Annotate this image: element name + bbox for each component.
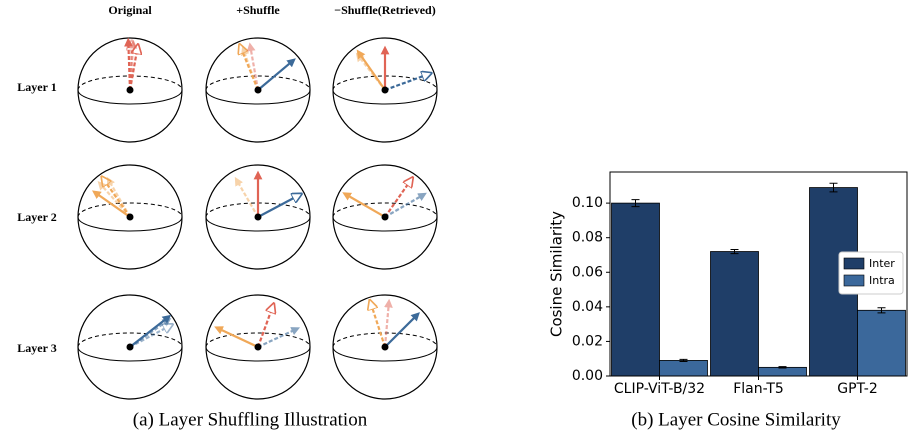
arrow (371, 304, 385, 347)
column-header: +Shuffle (236, 3, 280, 17)
caption: (b) Layer Cosine Similarity (631, 409, 841, 430)
origin-dot (255, 214, 262, 221)
caption: (a) Layer Shuffling Illustration (133, 409, 368, 430)
arrow (258, 61, 292, 90)
bar (711, 252, 759, 376)
column-header: −Shuffle(Retrieved) (334, 3, 435, 17)
arrow (258, 196, 298, 217)
origin-dot (382, 344, 389, 351)
x-tick-label: Flan-T5 (733, 381, 784, 397)
legend-label: Intra (869, 274, 895, 287)
y-tick-label: 0.00 (572, 368, 603, 384)
y-tick-label: 0.08 (572, 230, 603, 246)
arrow (130, 326, 169, 347)
sphere-grid (78, 38, 437, 399)
bar-chart: 0.00 0.02 0.04 0.06 0.08 0.10 Cosine Similarit… (548, 172, 908, 397)
origin-dot (382, 214, 389, 221)
row-label: Layer 3 (17, 341, 56, 355)
y-tick-label: 0.10 (572, 195, 603, 211)
bar (858, 310, 906, 376)
figure: Original +Shuffle −Shuffle(Retrieved) La… (0, 0, 919, 437)
row-label: Layer 1 (17, 80, 56, 94)
arrow (250, 47, 258, 90)
arrow (237, 181, 258, 217)
legend-swatch (844, 275, 864, 286)
origin-dot (127, 87, 134, 94)
legend-label: Inter (869, 257, 895, 270)
y-axis-label: Cosine Similarity (548, 211, 566, 337)
column-header: Original (108, 3, 152, 17)
arrow (359, 56, 385, 90)
bar (759, 367, 807, 376)
origin-dot (255, 344, 262, 351)
arrow (385, 181, 410, 217)
arrow (385, 195, 423, 217)
arrow (385, 315, 417, 347)
origin-dot (127, 214, 134, 221)
arrow (258, 329, 296, 347)
y-tick-label: 0.04 (572, 299, 603, 315)
arrow (218, 328, 258, 347)
bar (660, 360, 708, 376)
x-tick-label: GPT-2 (837, 381, 878, 397)
bar (612, 203, 660, 376)
row-label: Layer 2 (17, 210, 56, 224)
x-tick-label: CLIP-ViT-B/32 (614, 381, 705, 397)
origin-dot (127, 344, 134, 351)
y-tick-label: 0.06 (572, 264, 603, 280)
origin-dot (255, 87, 262, 94)
arrow (385, 303, 389, 347)
y-tick-label: 0.02 (572, 333, 603, 349)
origin-dot (382, 87, 389, 94)
arrow (244, 51, 258, 90)
legend-swatch (844, 258, 864, 269)
